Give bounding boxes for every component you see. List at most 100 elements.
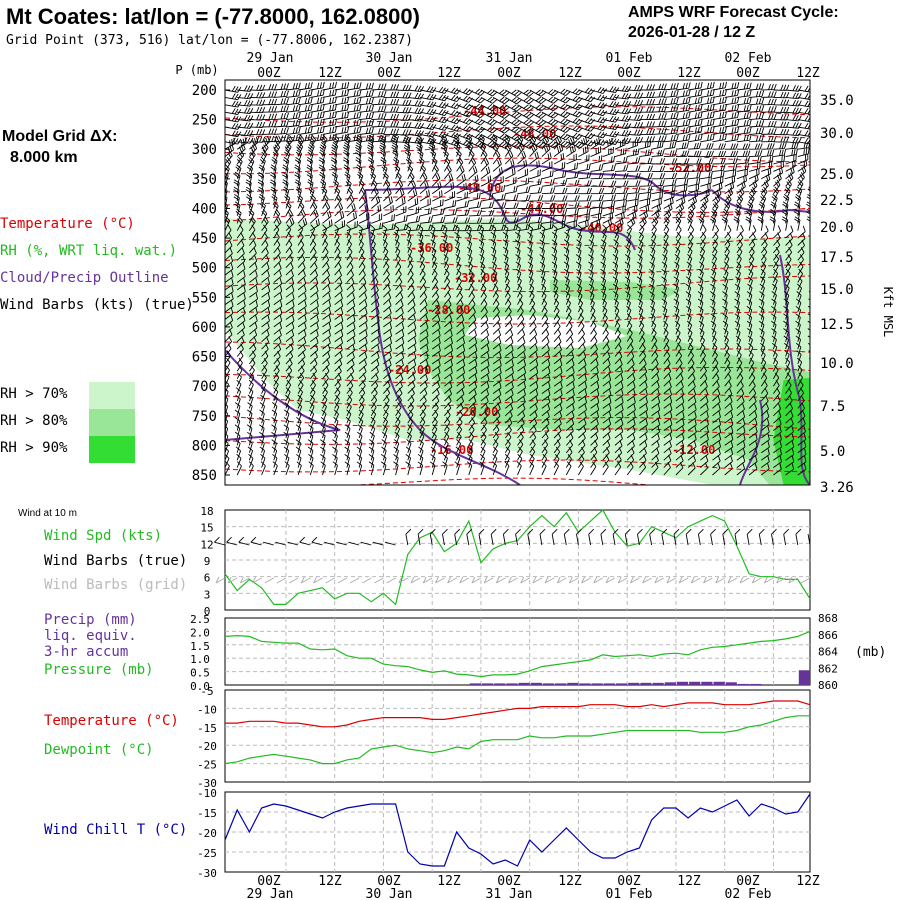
wind-barb (553, 103, 571, 111)
wind-barb (298, 89, 313, 98)
wind-barb (736, 126, 752, 135)
wind-barb (809, 288, 810, 290)
wind-barb (493, 202, 507, 209)
wind-barb (747, 335, 753, 350)
wind-barb (370, 284, 379, 298)
wind-barb (602, 396, 612, 409)
wind-barb (626, 440, 635, 454)
wind-barb (369, 439, 375, 453)
wind-barb-true (490, 528, 497, 546)
wind-barb (807, 342, 810, 357)
wind-barb (712, 253, 718, 268)
wind-barb (427, 134, 435, 150)
wind-barb (797, 147, 810, 158)
wind-barb (285, 82, 301, 91)
wind-barb (675, 119, 691, 128)
wind-barb-true (697, 528, 704, 546)
temperature-contour-label: -32.00 (454, 271, 497, 285)
wind-barb (578, 219, 589, 232)
wind-barb (590, 320, 597, 335)
wind-barb (807, 328, 810, 342)
wind-barb (456, 366, 466, 380)
precip-bar (640, 682, 652, 685)
wind-speed-tick-label: 3 (204, 588, 211, 601)
bottom-hour-label: 12Z (318, 874, 342, 889)
wind-barb (797, 440, 807, 454)
temperature-contour-label: -52.00 (668, 161, 711, 175)
wind-barb (527, 224, 534, 239)
wind-barb-grid (715, 576, 725, 584)
wind-barb (735, 268, 741, 283)
wind-barb-grid (239, 576, 250, 584)
wind-barb (493, 217, 507, 224)
wind-barb (541, 126, 559, 134)
temperature-contour-line (225, 256, 810, 274)
wind-barb (710, 320, 717, 335)
wind-barb (468, 217, 483, 224)
wind-barb (700, 150, 714, 158)
wind-barb (590, 116, 608, 124)
wind-chill-label: Wind Chill T (°C) (44, 822, 188, 838)
wind-barb (468, 110, 486, 119)
wind-barb-true (323, 541, 335, 546)
wind-barb (578, 195, 592, 202)
wind-barb (479, 461, 485, 476)
wind-barb (797, 418, 806, 431)
wind-barb (614, 358, 623, 372)
wind-barb (407, 197, 419, 209)
wind-barb (541, 366, 551, 380)
wind-barb (517, 381, 527, 394)
wind-barb (588, 254, 594, 268)
wind-barb (614, 454, 622, 468)
wind-barb (407, 352, 417, 365)
wind-barb (407, 337, 417, 350)
wind-barb (724, 187, 734, 202)
wind-barb (663, 165, 678, 172)
wind-barb (285, 89, 301, 98)
wind-barb (724, 426, 734, 439)
wind-barb (359, 82, 374, 91)
wind-barb (541, 461, 547, 476)
wind-barb (773, 463, 782, 476)
wind-barb (675, 396, 685, 409)
wind-barb (772, 268, 779, 283)
wind-barb (795, 313, 801, 328)
wind-barb (795, 335, 802, 350)
wind-barb (565, 313, 573, 328)
wind-barb-true (527, 528, 534, 546)
wind-barb (359, 90, 374, 98)
wind-barb (358, 315, 368, 328)
wind-barb (517, 194, 531, 202)
wind-barb (334, 372, 342, 387)
wind-barb (492, 321, 501, 335)
wind-barb (395, 366, 404, 380)
pressure-tick-label: 200 (192, 83, 217, 99)
wind-barb (322, 81, 337, 91)
wind-barb (614, 107, 632, 115)
wind-barb (663, 454, 672, 468)
wind-barb (371, 351, 380, 365)
wind-barb (541, 351, 551, 365)
wind-barb (590, 201, 604, 209)
wind-barb (480, 321, 489, 335)
pressure-tick-label-right: 866 (818, 629, 838, 642)
wind-barb (590, 396, 600, 409)
wind-barb (334, 118, 350, 128)
wind-barb (712, 150, 727, 158)
wind-barb (431, 314, 441, 328)
wind-barb (685, 283, 692, 298)
wind-barb (699, 208, 706, 224)
wind-barb (637, 261, 643, 276)
wind-barb (651, 120, 667, 128)
wind-speed-tick-label: 6 (204, 572, 211, 585)
wind-barb (748, 411, 758, 424)
wind-barb-grid (459, 576, 470, 584)
wind-barb (651, 203, 661, 217)
wind-barb (358, 254, 365, 268)
wind-barb (651, 411, 661, 424)
wind-barb (565, 343, 574, 357)
wind-barb (712, 246, 718, 261)
wind-barb (773, 128, 790, 136)
wind-barb (480, 446, 486, 461)
wind-barb (614, 381, 624, 394)
